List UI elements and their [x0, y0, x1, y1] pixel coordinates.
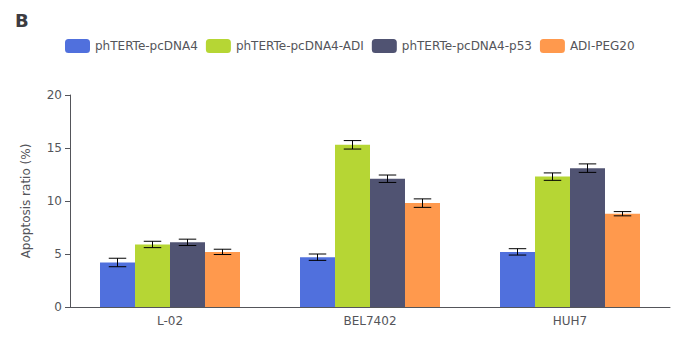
svg-text:10: 10 — [47, 194, 62, 208]
svg-text:BEL7402: BEL7402 — [343, 314, 396, 328]
svg-text:5: 5 — [54, 247, 62, 261]
svg-text:phTERTe-pcDNA4-ADI: phTERTe-pcDNA4-ADI — [236, 39, 364, 53]
svg-text:B: B — [15, 10, 29, 31]
svg-text:L-02: L-02 — [157, 314, 183, 328]
svg-text:Apoptosis ratio (%): Apoptosis ratio (%) — [19, 144, 33, 259]
svg-text:HUH7: HUH7 — [553, 314, 587, 328]
svg-text:ADI-PEG20: ADI-PEG20 — [570, 39, 635, 53]
svg-text:phTERTe-pcDNA4: phTERTe-pcDNA4 — [95, 39, 198, 53]
svg-text:20: 20 — [47, 88, 62, 102]
svg-text:0: 0 — [54, 300, 62, 314]
svg-text:phTERTe-pcDNA4-p53: phTERTe-pcDNA4-p53 — [402, 39, 532, 53]
svg-text:15: 15 — [47, 141, 62, 155]
